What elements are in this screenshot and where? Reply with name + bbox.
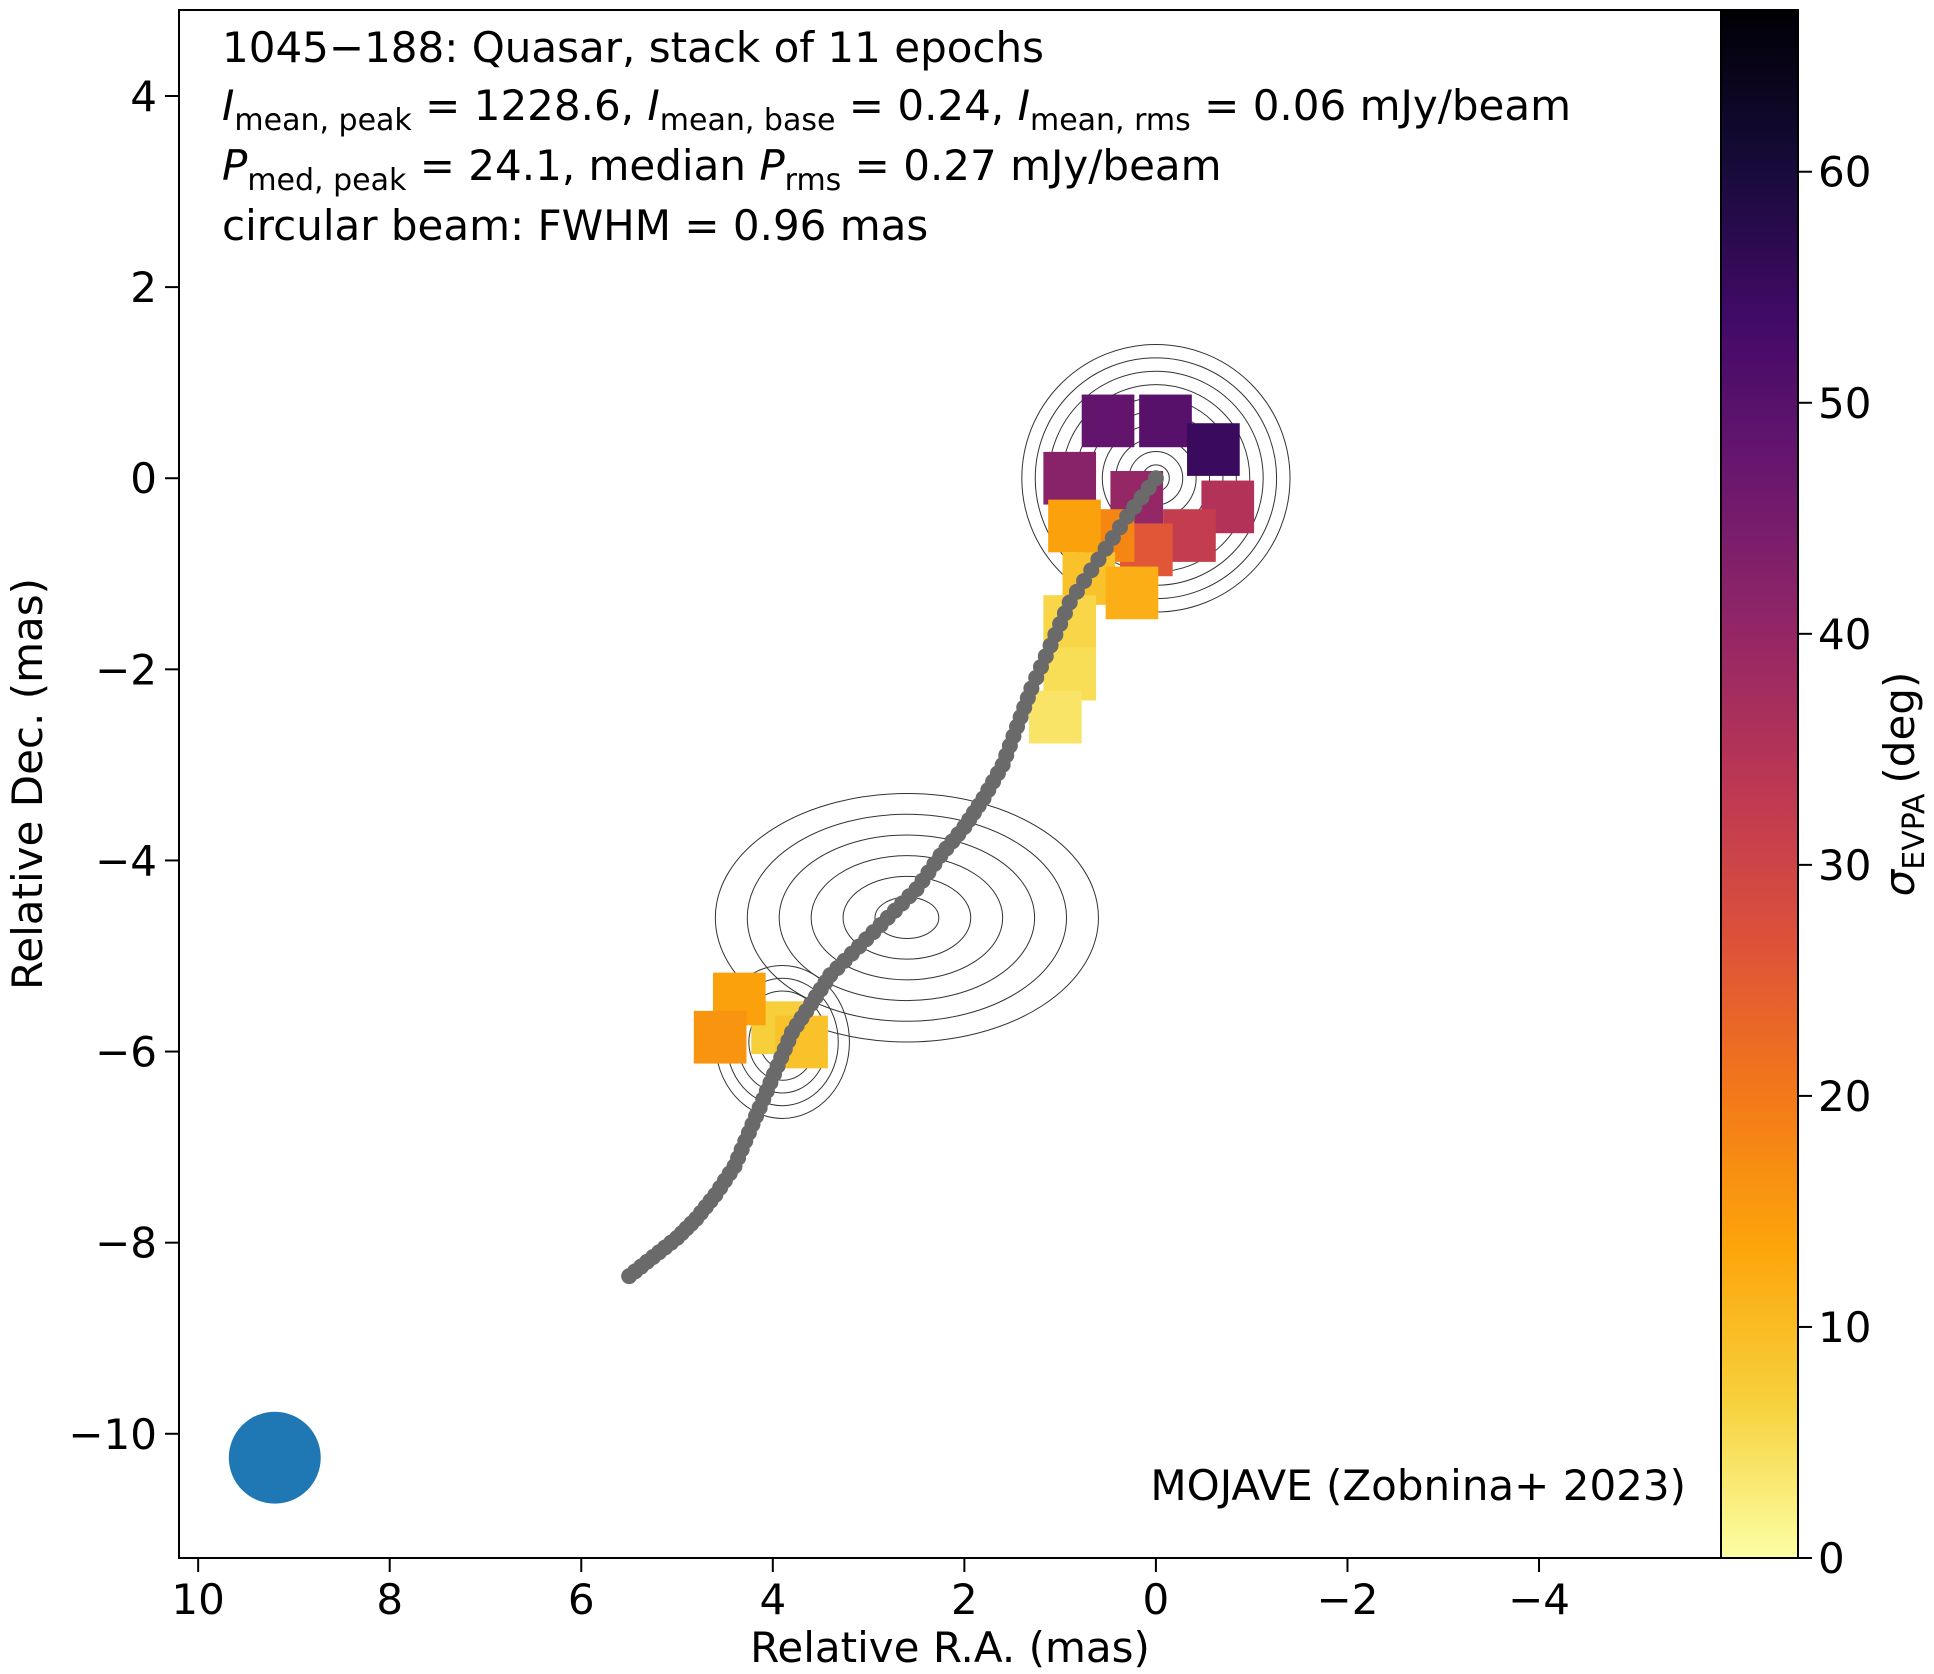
p-unit: mJy/beam [1010,141,1221,190]
p-med-peak-value: 24.1 [468,141,562,190]
y-axis-label: Relative Dec. (mas) [3,578,52,990]
i-unit: mJy/beam [1360,81,1571,130]
y-tick-label: −2 [95,645,157,694]
x-tick-label: 10 [171,1575,224,1624]
polarization-cell [1081,394,1135,448]
contour-line [842,875,972,960]
ridge-line [621,470,1164,1285]
polarization-cell [1048,499,1101,553]
beam-circle [228,1411,321,1504]
p-rms-sub: rms [785,163,842,198]
colorbar-ticks: 0 10 20 30 40 50 60 [1798,148,1871,1583]
colorbar-tick-label: 40 [1818,610,1871,659]
colorbar-label: σEVPA (deg) [1875,672,1932,897]
x-axis-label: Relative R.A. (mas) [750,1623,1150,1672]
contour-line [810,855,1004,981]
polarization-cell [1105,566,1159,620]
y-tick-label: 0 [130,454,157,503]
polarization-cell [1029,690,1082,744]
x-tick-label: −4 [1508,1575,1570,1624]
chart-title: 1045−188: Quasar, stack of 11 epochs [222,23,1044,72]
ridge-point [621,1268,638,1285]
colorbar-label-sub: EVPA [1897,793,1932,870]
colorbar-tick-label: 10 [1818,1303,1871,1352]
info-line-beam: circular beam: FWHM = 0.96 mas [222,201,928,250]
x-tick-label: 6 [568,1575,595,1624]
i-rms-sub: mean, rms [1030,103,1191,138]
median-word: median [589,141,746,190]
y-tick-label: −10 [68,1410,157,1459]
y-tick-label: −8 [95,1219,157,1268]
info-line-polarization: Pmed, peak = 24.1, median Prms = 0.27 mJ… [222,141,1222,198]
y-axis: 4 2 0 −2 −4 −6 −8 −10 [68,72,179,1459]
i-mean-rms-value: 0.06 [1253,81,1347,130]
x-tick-label: 2 [951,1575,978,1624]
colorbar-label-unit: (deg) [1875,672,1924,784]
beam-marker [228,1411,321,1504]
i-mean-peak-value: 1228.6 [474,81,621,130]
polarization-cell [1139,394,1192,448]
polarization-cell [1043,451,1097,505]
colorbar-label-symbol: σ [1875,868,1924,896]
polarization-cell [693,1010,747,1064]
y-tick-label: 4 [130,72,157,121]
i-mean-base-value: 0.24 [897,81,991,130]
colorbar-tick-label: 50 [1818,379,1871,428]
p-rms-value: 0.27 [903,141,997,190]
colorbar-tick-label: 60 [1818,148,1871,197]
y-tick-label: 2 [130,263,157,312]
credit-text: MOJAVE (Zobnina+ 2023) [1150,1461,1686,1510]
contour-line [746,813,1068,1022]
x-tick-label: 4 [759,1575,786,1624]
x-tick-label: −2 [1317,1575,1379,1624]
contour-line [714,793,1099,1043]
colorbar-tick-label: 30 [1818,841,1871,890]
x-tick-label: 8 [376,1575,403,1624]
polarization-cell [1187,423,1240,476]
x-axis: 10 8 6 4 2 0 −2 −4 [171,1558,1570,1624]
y-tick-label: −4 [95,836,157,885]
info-line-intensity: Imean, peak = 1228.6, Imean, base = 0.24… [222,81,1571,138]
i-base-sub: mean, base [660,103,836,138]
x-tick-label: 0 [1143,1575,1170,1624]
colorbar-tick-label: 0 [1818,1534,1845,1583]
p-peak-sub: med, peak [247,163,407,198]
y-tick-label: −6 [95,1028,157,1077]
polarization-map [693,394,1255,1069]
plot-area [228,343,1291,1504]
i-peak-sub: mean, peak [234,103,412,138]
colorbar [1720,9,1799,1559]
contour-line [778,834,1036,1002]
colorbar-tick-label: 20 [1818,1072,1871,1121]
